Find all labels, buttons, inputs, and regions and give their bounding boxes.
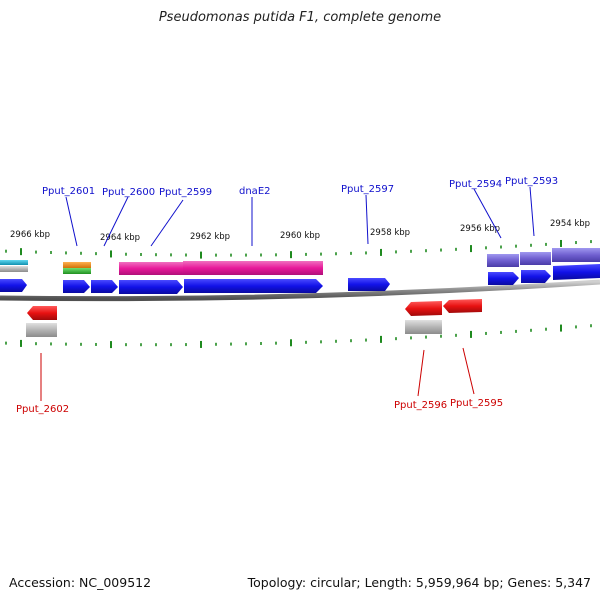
upper-tick-row <box>5 239 592 259</box>
forward-gene-pput-2594[interactable] <box>488 272 519 285</box>
reverse-gene-pput-2602-gray[interactable] <box>26 323 57 337</box>
reverse-strand-genes <box>26 299 482 337</box>
reverse-gene-pput-2595[interactable] <box>443 299 482 313</box>
label-pput-2596[interactable]: Pput_2596 <box>394 400 447 411</box>
reverse-gene-pput-2596[interactable] <box>405 301 442 316</box>
forward-gene-right-edge[interactable] <box>553 264 600 280</box>
accession-label: Accession: NC_009512 <box>9 575 152 590</box>
genome-backbone <box>0 279 600 302</box>
genome-summary-label: Topology: circular; Length: 5,959,964 bp… <box>247 575 591 590</box>
label-pput-2594[interactable]: Pput_2594 <box>449 179 502 190</box>
reverse-gene-pput-2596-gray[interactable] <box>405 320 442 334</box>
label-pput-2593[interactable]: Pput_2593 <box>505 176 558 187</box>
scale-label-2958: 2958 kbp <box>370 228 410 238</box>
reverse-gene-callouts <box>40 347 475 401</box>
forward-gene-pput-2601[interactable] <box>63 280 90 293</box>
orange-feature[interactable] <box>63 262 91 268</box>
scale-label-2966: 2966 kbp <box>10 230 50 240</box>
forward-gene-dnae2[interactable] <box>184 279 323 293</box>
label-pput-2597[interactable]: Pput_2597 <box>341 184 394 195</box>
scale-labels: 2966 kbp 2964 kbp 2962 kbp 2960 kbp 2958… <box>10 219 590 243</box>
forward-gene-edge[interactable] <box>0 279 27 292</box>
forward-strand-genes <box>0 264 600 294</box>
forward-gene-callouts <box>65 186 535 247</box>
lower-tick-row <box>5 324 592 349</box>
scale-label-2954: 2954 kbp <box>550 219 590 229</box>
reverse-gene-labels: Pput_2602 Pput_2596 Pput_2595 <box>16 398 503 415</box>
teal-feature[interactable] <box>0 260 28 265</box>
forward-gene-pput-2593[interactable] <box>521 270 551 283</box>
scale-label-2956: 2956 kbp <box>460 224 500 234</box>
scale-label-2960: 2960 kbp <box>280 231 320 241</box>
scale-label-2962: 2962 kbp <box>190 232 230 242</box>
operon-feature-2[interactable] <box>520 252 551 265</box>
forward-gene-pput-2599[interactable] <box>119 280 183 294</box>
forward-gene-pput-2600[interactable] <box>91 280 118 293</box>
label-pput-2595[interactable]: Pput_2595 <box>450 398 503 409</box>
reverse-gene-pput-2602[interactable] <box>27 306 57 320</box>
operon-feature-1[interactable] <box>487 254 519 267</box>
forward-gene-labels: Pput_2601 Pput_2600 Pput_2599 dnaE2 Pput… <box>42 176 558 198</box>
forward-gene-pput-2597[interactable] <box>348 278 390 291</box>
teal-feature-gray[interactable] <box>0 266 28 272</box>
label-dnae2[interactable]: dnaE2 <box>239 186 271 197</box>
label-pput-2600[interactable]: Pput_2600 <box>102 187 155 198</box>
label-pput-2599[interactable]: Pput_2599 <box>159 187 212 198</box>
label-pput-2601[interactable]: Pput_2601 <box>42 186 95 197</box>
operon-feature-3[interactable] <box>552 248 600 262</box>
map-title: Pseudomonas putida F1, complete genome <box>158 10 442 25</box>
scale-label-2964: 2964 kbp <box>100 233 140 243</box>
pink-feature-1[interactable] <box>119 262 183 275</box>
green-feature[interactable] <box>63 268 91 274</box>
pink-feature-2[interactable] <box>183 261 323 275</box>
label-pput-2602[interactable]: Pput_2602 <box>16 404 69 415</box>
